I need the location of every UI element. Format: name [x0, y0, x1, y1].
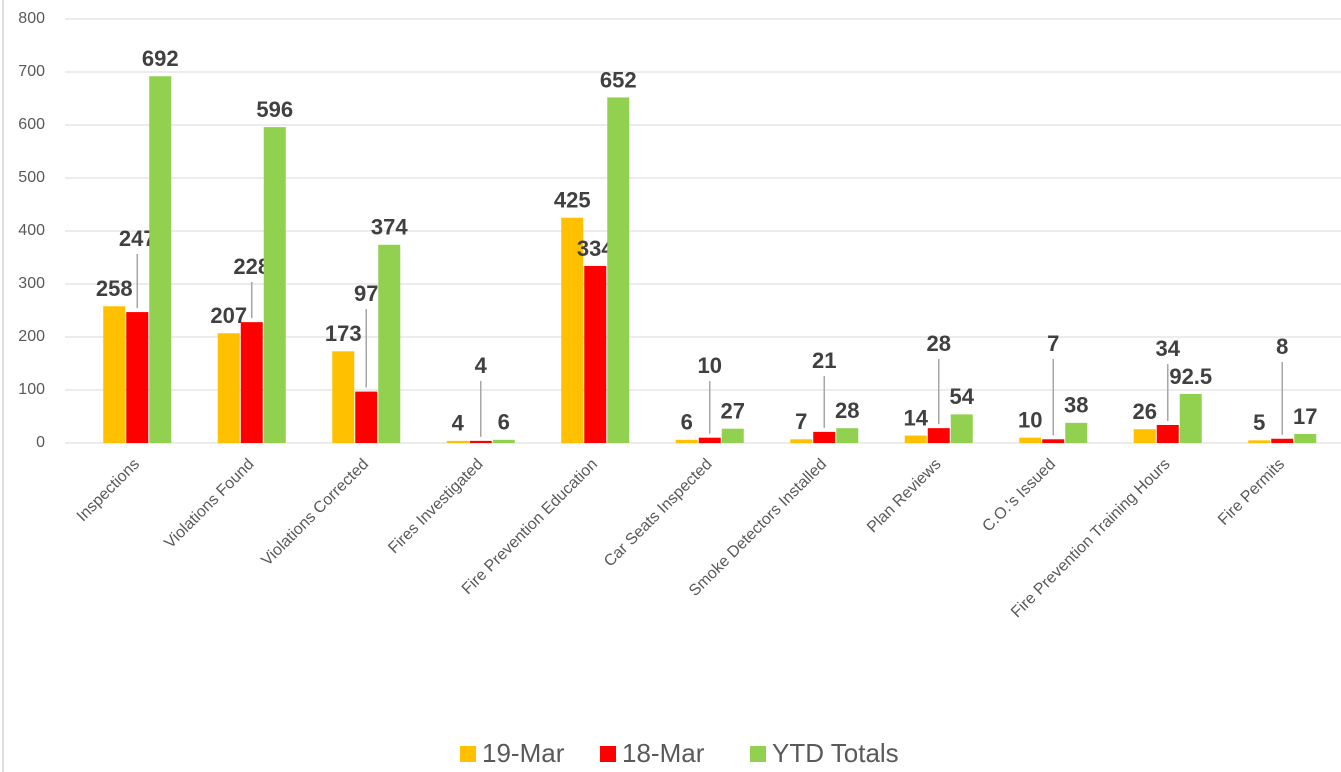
x-tick-label: Fire Permits — [1215, 456, 1288, 529]
data-label: 425 — [554, 188, 591, 213]
y-tick-label: 300 — [18, 275, 45, 292]
data-label: 97 — [354, 281, 378, 306]
bar — [836, 428, 859, 443]
data-label: 17 — [1293, 404, 1317, 429]
legend-swatch — [750, 746, 766, 762]
data-label: 38 — [1064, 393, 1088, 418]
data-label: 10 — [1018, 408, 1042, 433]
bar — [607, 97, 630, 443]
y-tick-label: 0 — [36, 434, 45, 451]
bar — [240, 322, 263, 443]
y-tick-label: 600 — [18, 116, 45, 133]
bar — [126, 312, 149, 443]
data-label: 4 — [475, 353, 488, 378]
data-label: 652 — [600, 67, 637, 92]
bar — [698, 437, 721, 443]
bar — [469, 440, 492, 443]
y-tick-label: 500 — [18, 169, 45, 186]
bar — [149, 76, 172, 444]
data-label: 596 — [256, 97, 293, 122]
bar — [790, 439, 813, 443]
bar — [904, 435, 927, 443]
data-label: 54 — [950, 384, 975, 409]
data-label: 28 — [927, 331, 951, 356]
bar — [927, 428, 950, 443]
x-tick-label: Inspections — [74, 456, 143, 525]
data-label: 6 — [498, 410, 510, 435]
data-label: 258 — [96, 276, 133, 301]
bar — [561, 217, 584, 443]
bar — [1248, 440, 1271, 443]
data-label: 7 — [1047, 331, 1059, 356]
data-label: 6 — [681, 410, 693, 435]
data-label: 14 — [904, 405, 929, 430]
x-tick-label: Fire Prevention Education — [459, 456, 601, 598]
bar — [813, 431, 836, 443]
data-label: 173 — [325, 321, 362, 346]
y-tick-label: 700 — [18, 63, 45, 80]
data-label: 21 — [812, 348, 836, 373]
x-tick-label: Fires Investigated — [385, 456, 486, 557]
y-tick-label: 400 — [18, 222, 45, 239]
legend-label: 19-Mar — [482, 738, 565, 768]
data-label: 27 — [721, 399, 745, 424]
bar — [1019, 437, 1042, 443]
x-tick-label: Car Seats Inspected — [601, 456, 716, 571]
data-label: 92.5 — [1169, 364, 1212, 389]
data-label: 5 — [1253, 410, 1265, 435]
bar — [675, 439, 698, 443]
x-tick-label: Plan Reviews — [864, 456, 945, 537]
y-tick-label: 100 — [18, 381, 45, 398]
data-label: 692 — [142, 46, 179, 71]
x-tick-label: Smoke Detectors Installed — [686, 456, 830, 600]
data-label: 374 — [371, 215, 408, 240]
bar — [355, 391, 378, 443]
bar — [1042, 439, 1065, 443]
bar — [263, 127, 286, 444]
y-tick-label: 800 — [18, 10, 45, 27]
bar — [217, 333, 240, 443]
data-label: 8 — [1276, 334, 1288, 359]
data-label: 10 — [698, 353, 722, 378]
x-tick-label: Violations Found — [161, 456, 257, 552]
bar — [492, 439, 515, 443]
x-tick-label: C.O.'s Issued — [979, 456, 1059, 536]
y-tick-label: 200 — [18, 328, 45, 345]
bar — [1294, 433, 1317, 443]
bar — [721, 428, 744, 443]
bar — [950, 414, 973, 443]
bar — [1133, 429, 1156, 443]
x-tick-label: Violations Corrected — [258, 456, 372, 570]
bar — [446, 440, 469, 443]
legend-label: YTD Totals — [772, 738, 899, 768]
bar — [378, 244, 401, 443]
data-label: 28 — [835, 398, 859, 423]
legend-label: 18-Mar — [622, 738, 705, 768]
legend-swatch — [460, 746, 476, 762]
bar — [332, 351, 355, 443]
bar — [1271, 438, 1294, 443]
bar — [584, 265, 607, 443]
bar — [1156, 424, 1179, 443]
data-label: 4 — [452, 411, 465, 436]
bar — [1179, 393, 1202, 443]
data-label: 34 — [1156, 336, 1181, 361]
bar — [103, 306, 126, 443]
data-label: 7 — [795, 409, 807, 434]
legend-swatch — [600, 746, 616, 762]
data-label: 26 — [1133, 399, 1157, 424]
bar — [1065, 422, 1088, 443]
